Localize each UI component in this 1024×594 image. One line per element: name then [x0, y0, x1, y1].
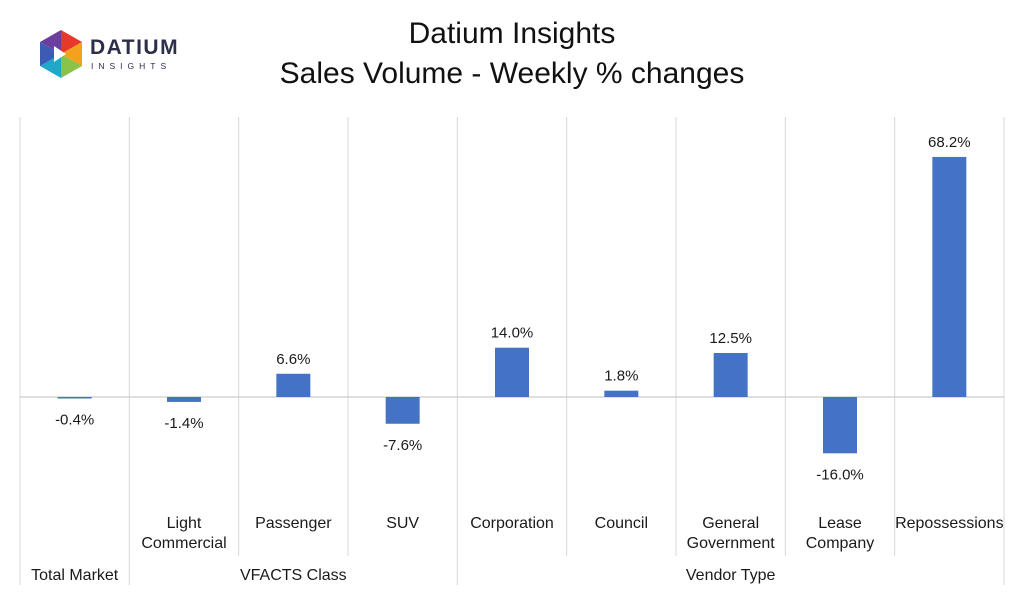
data-label: 68.2%	[928, 134, 971, 151]
chart-subtitle: Sales Volume - Weekly % changes	[279, 57, 745, 90]
group-label: VFACTS Class	[240, 567, 347, 584]
bar	[167, 397, 201, 402]
chart-titles: Datium Insights Sales Volume - Weekly % …	[0, 14, 1024, 94]
bar	[604, 390, 639, 397]
category-label: General	[702, 515, 759, 532]
bar	[57, 397, 92, 399]
data-label: -1.4%	[164, 415, 203, 432]
bar	[932, 156, 967, 397]
bar	[495, 347, 529, 397]
data-label: -7.6%	[383, 437, 422, 454]
category-label: Commercial	[141, 535, 226, 552]
data-label: -0.4%	[55, 411, 94, 428]
logo-tagline: INSIGHTS	[91, 61, 172, 71]
datium-logo: DATIUM INSIGHTS	[38, 28, 188, 84]
category-label: Government	[687, 535, 776, 552]
group-label: Total Market	[31, 567, 119, 584]
data-label: 12.5%	[709, 330, 752, 347]
category-label: Passenger	[255, 515, 332, 532]
category-label: SUV	[386, 515, 419, 532]
data-label: -16.0%	[816, 466, 864, 483]
bar	[713, 353, 748, 397]
chart-title: Datium Insights	[408, 17, 616, 50]
category-label: Light	[167, 515, 202, 532]
group-label: Vendor Type	[686, 567, 776, 584]
data-label: 1.8%	[604, 368, 638, 385]
bar	[385, 397, 420, 424]
datium-logo-icon	[40, 30, 82, 78]
category-label: Repossessions	[895, 515, 1004, 532]
data-label: 6.6%	[276, 351, 310, 368]
logo-wordmark: DATIUM	[90, 36, 180, 59]
category-label: Council	[595, 515, 648, 532]
category-label: Company	[806, 535, 874, 552]
bar	[823, 397, 857, 454]
category-label: Corporation	[470, 515, 554, 532]
category-label: Lease	[818, 515, 862, 532]
bar	[276, 373, 311, 397]
data-label: 14.0%	[491, 325, 534, 342]
